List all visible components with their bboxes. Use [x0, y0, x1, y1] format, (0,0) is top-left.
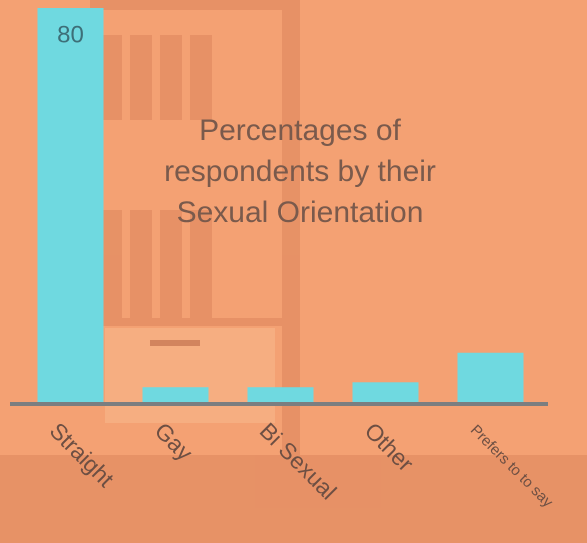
value-label: 80	[57, 21, 84, 48]
bar	[142, 387, 209, 402]
bar	[457, 352, 524, 402]
bar	[352, 382, 419, 402]
background-handle	[150, 340, 200, 346]
chart-title: Percentages of respondents by their Sexu…	[164, 114, 436, 229]
bar	[247, 387, 314, 402]
bar	[37, 8, 104, 402]
